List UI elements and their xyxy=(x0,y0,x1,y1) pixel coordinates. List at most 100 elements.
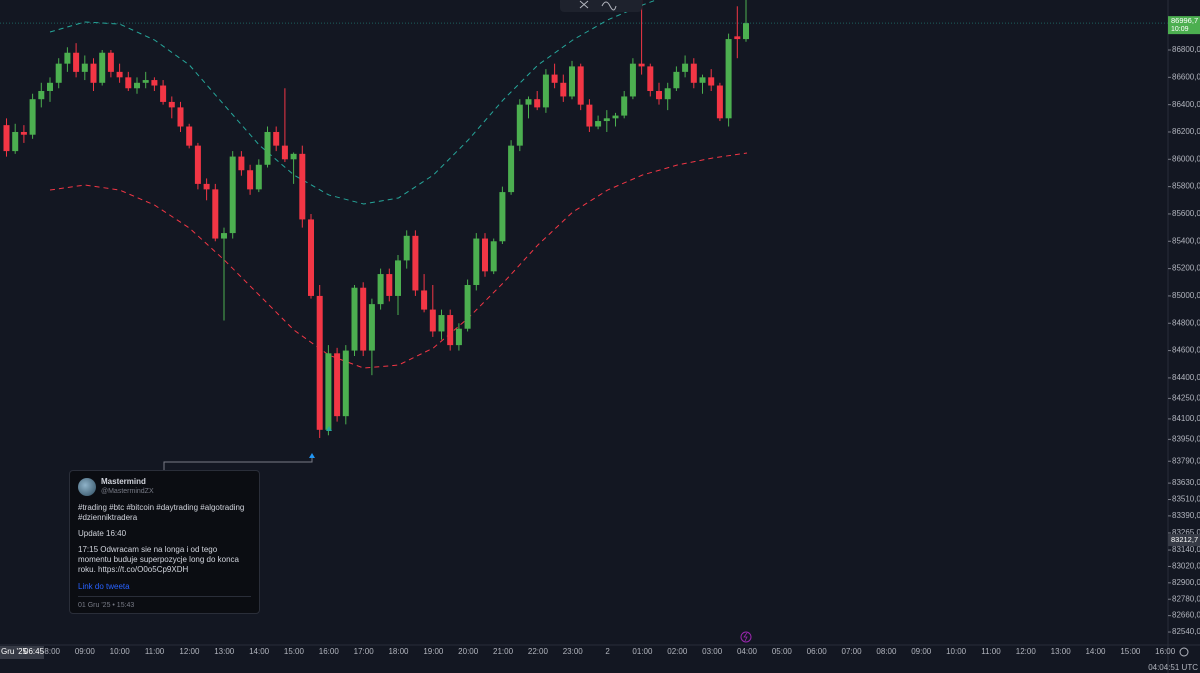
candle-body xyxy=(360,287,367,351)
candle-body xyxy=(603,118,610,122)
candle-body xyxy=(151,80,158,86)
x-tick-label: 21:00 xyxy=(493,647,514,656)
x-tick-label: 08:00 xyxy=(876,647,897,656)
candle-body xyxy=(73,52,80,72)
y-tick-label: 86800,0 xyxy=(1172,45,1200,54)
x-tick-label: 10:00 xyxy=(946,647,967,656)
candle-body xyxy=(134,82,140,89)
candle-body xyxy=(629,63,636,97)
candle-body xyxy=(542,74,549,108)
candle-body xyxy=(308,219,314,296)
candle-body xyxy=(99,52,106,83)
x-tick-label: 09:00 xyxy=(911,647,932,656)
y-tick-label: 84250,0 xyxy=(1172,394,1200,403)
candle-body xyxy=(351,287,358,351)
x-tick-label: 12:00 xyxy=(1016,647,1037,656)
candle-body xyxy=(186,126,193,146)
settings-icon[interactable] xyxy=(1179,647,1189,657)
crosshair-date-box xyxy=(0,646,44,659)
candle-body xyxy=(586,104,593,127)
y-tick-label: 85000,0 xyxy=(1172,291,1200,300)
y-tick-label: 82540,0 xyxy=(1172,627,1200,636)
toolbar-wave-icon[interactable] xyxy=(601,1,617,11)
candle-body xyxy=(551,74,558,83)
candle-body xyxy=(621,96,628,116)
y-tick-label: 83630,0 xyxy=(1172,478,1200,487)
candle-body xyxy=(734,36,741,40)
candle-body xyxy=(499,192,506,242)
x-tick-label: 12:00 xyxy=(179,647,200,656)
candle-body xyxy=(368,304,375,351)
candle-body xyxy=(412,235,419,291)
x-tick-label: 15:00 xyxy=(1120,647,1141,656)
candle-body xyxy=(273,131,280,146)
tweet-link[interactable]: Link do tweeta xyxy=(78,582,130,591)
x-tick-label: 16:00 xyxy=(1155,647,1176,656)
y-tick-label: 84400,0 xyxy=(1172,373,1200,382)
y-tick-label: 85800,0 xyxy=(1172,182,1200,191)
candle-body xyxy=(64,52,71,64)
crosshair-date: Gru '25 xyxy=(1,647,28,656)
crosshair-time: 06:45 xyxy=(24,647,45,656)
toolbar-x-icon[interactable] xyxy=(579,0,589,9)
x-tick-label: 04:00 xyxy=(737,647,758,656)
tweet-handle: @MastermindZX xyxy=(101,488,154,495)
x-tick-label: 05:00 xyxy=(772,647,793,656)
candle-body xyxy=(334,353,341,417)
candle-body xyxy=(29,99,36,135)
y-tick-label: 85600,0 xyxy=(1172,209,1200,218)
candle-body xyxy=(612,115,619,119)
y-tick-label: 83140,0 xyxy=(1172,545,1200,554)
y-tick-label: 83790,0 xyxy=(1172,456,1200,465)
candle-body xyxy=(682,63,689,72)
candle-body xyxy=(516,104,523,146)
y-tick-label: 83510,0 xyxy=(1172,495,1200,504)
event-icon[interactable] xyxy=(740,631,752,643)
candle-body xyxy=(325,353,332,430)
candle-body xyxy=(316,295,323,430)
y-tick-label: 82900,0 xyxy=(1172,578,1200,587)
y-tick-label: 86600,0 xyxy=(1172,72,1200,81)
tweet-date: 01 Gru '25 • 15:43 xyxy=(78,596,251,611)
x-tick-label: 11:00 xyxy=(145,647,165,656)
y-tick-label: 85400,0 xyxy=(1172,236,1200,245)
countdown-label: 10:09 xyxy=(1171,26,1189,33)
candle-body xyxy=(38,90,45,100)
x-tick-label: 07:00 xyxy=(842,647,863,656)
y-tick-label: 84800,0 xyxy=(1172,318,1200,327)
x-tick-label: 02:00 xyxy=(667,647,688,656)
toolbar-bg[interactable] xyxy=(560,0,642,12)
axes: 86800,0 86600,0 86400,0 86200,0 86000,0 85800… xyxy=(0,16,1200,672)
toolbar[interactable] xyxy=(560,0,642,12)
candle-body xyxy=(525,99,532,105)
candle-body xyxy=(203,183,210,190)
candle-body xyxy=(464,284,471,329)
candle-body xyxy=(212,189,219,239)
tweet-tags: #trading #btc #bitcoin #daytrading #algo… xyxy=(78,503,245,522)
candle-body xyxy=(90,63,97,83)
candle-body xyxy=(194,145,201,184)
tweet-marker[interactable] xyxy=(309,453,315,458)
x-tick-label: 19:00 xyxy=(423,647,444,656)
last-price-box xyxy=(1168,16,1200,35)
tweet-update: Update 16:40 xyxy=(78,529,127,538)
y-tick-label: 82780,0 xyxy=(1172,594,1200,603)
candle-body xyxy=(482,238,488,272)
last-price-label: 86996,7 xyxy=(1171,16,1198,25)
tweet-author: Mastermind @MastermindZX xyxy=(101,477,154,497)
x-tick-label: 16:00 xyxy=(319,647,340,656)
candle-body xyxy=(490,241,497,272)
candle-body xyxy=(656,90,662,100)
candle-body xyxy=(377,274,384,305)
clock: 04:04:51 UTC xyxy=(1148,663,1198,672)
x-tick-label: 09:00 xyxy=(75,647,96,656)
candle-body xyxy=(55,63,62,83)
candle-body xyxy=(264,131,271,165)
event-bolt xyxy=(743,632,748,642)
tweet-card[interactable]: Mastermind @MastermindZX #trading #btc #… xyxy=(69,470,260,614)
candle-body xyxy=(664,88,671,100)
x-tick-label: 22:00 xyxy=(528,647,549,656)
candle-body xyxy=(238,156,245,171)
signal-marker xyxy=(326,426,332,431)
y-tick-label: 84100,0 xyxy=(1172,414,1200,423)
